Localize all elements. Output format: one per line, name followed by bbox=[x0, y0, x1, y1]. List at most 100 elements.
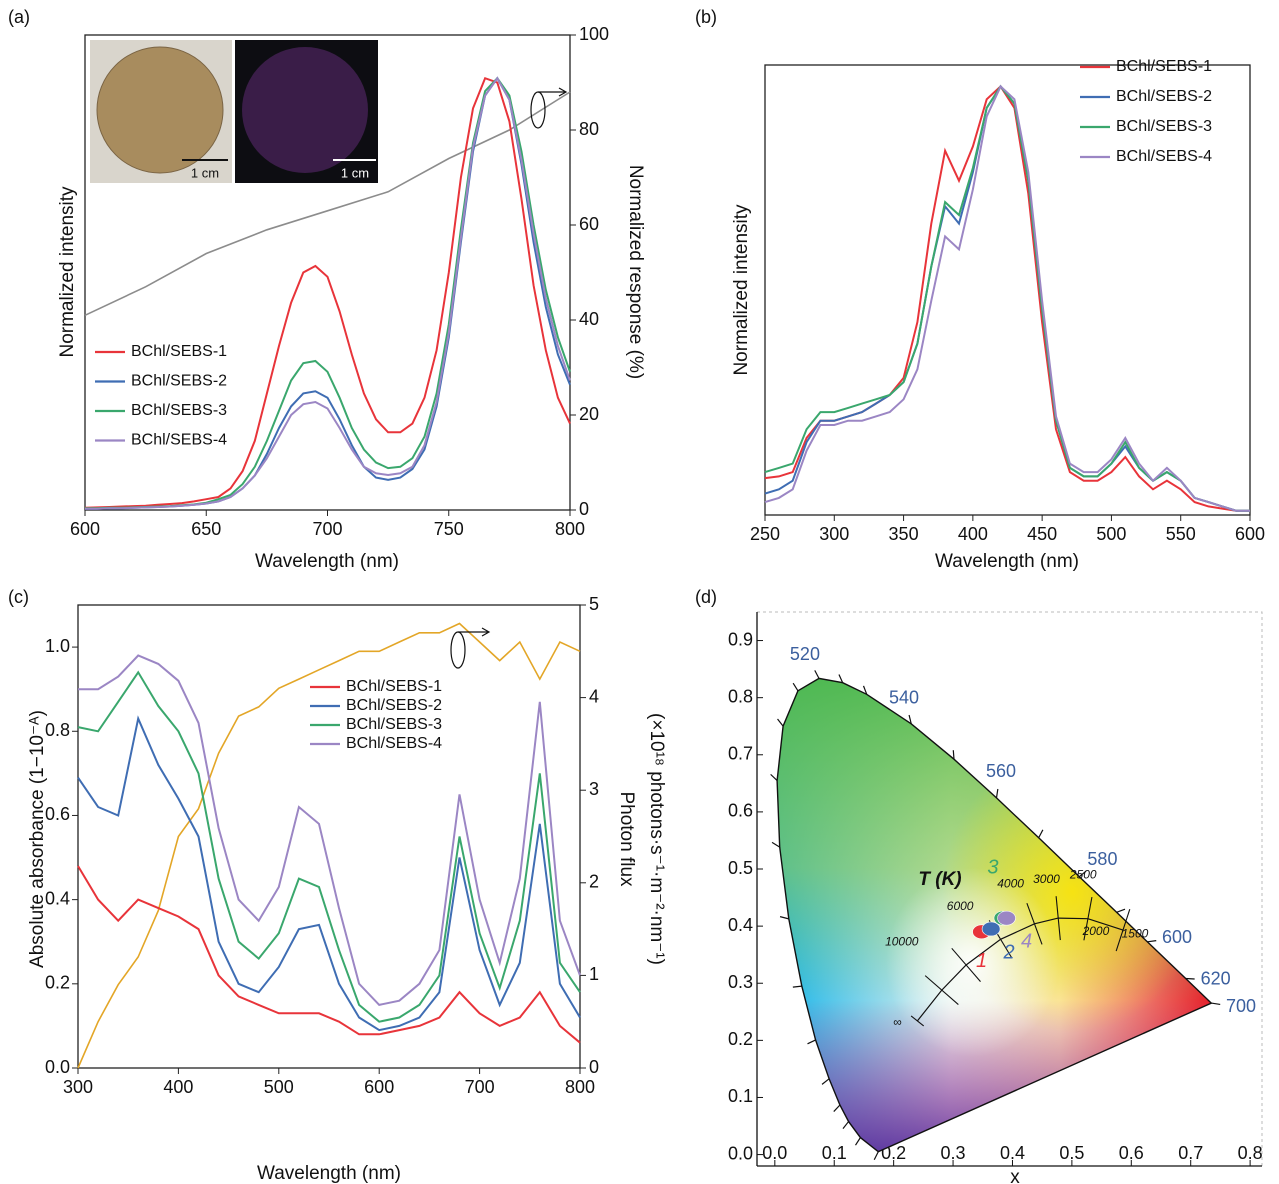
isotherm bbox=[1083, 896, 1093, 941]
x-tick-label: 0.0 bbox=[762, 1143, 787, 1163]
response-line bbox=[84, 91, 571, 317]
temperature-label: 1500 bbox=[1122, 926, 1149, 940]
wavelength-tick bbox=[854, 1137, 861, 1146]
y-tick-label: 0.7 bbox=[728, 744, 753, 764]
legend-label: BChl/SEBS-1 bbox=[346, 678, 442, 695]
wavelength-tick bbox=[779, 916, 789, 920]
x-tick-label: 0.4 bbox=[1000, 1143, 1025, 1163]
legend-label: BChl/SEBS-1 bbox=[131, 343, 227, 360]
legend-label: BChl/SEBS-4 bbox=[346, 735, 442, 752]
wavelength-tick bbox=[771, 841, 781, 848]
x-tick-label: 0.6 bbox=[1119, 1143, 1144, 1163]
x-axis-label: Wavelength (nm) bbox=[255, 551, 399, 572]
y-tick-label: 1.0 bbox=[45, 636, 70, 656]
x-tick-label: 600 bbox=[364, 1077, 394, 1097]
x-tick-label: 800 bbox=[555, 519, 585, 539]
planckian-title: T (K) bbox=[918, 869, 961, 890]
y-tick-label: 0.4 bbox=[45, 888, 70, 908]
y2-tick-label: 60 bbox=[579, 214, 599, 234]
scale-label: 1 cm bbox=[341, 165, 369, 180]
y-tick-label: 0.1 bbox=[728, 1086, 753, 1106]
wavelength-tick bbox=[777, 718, 784, 727]
series-line bbox=[77, 670, 581, 1023]
x-tick-label: 550 bbox=[1166, 524, 1196, 544]
x-tick-label: 350 bbox=[889, 524, 919, 544]
chromaticity-point bbox=[981, 921, 1001, 937]
temperature-label: 6000 bbox=[947, 899, 974, 913]
wavelength-tick bbox=[842, 1121, 850, 1130]
x-tick-label: 0.7 bbox=[1178, 1143, 1203, 1163]
x-tick-label: 300 bbox=[63, 1077, 93, 1097]
scale-label: 1 cm bbox=[191, 165, 219, 180]
isotherm bbox=[951, 947, 981, 982]
series-line bbox=[78, 654, 581, 1006]
y-tick-label: 0.3 bbox=[728, 972, 753, 992]
y2-axis-label: Normalized response (%) bbox=[625, 165, 646, 379]
y2-tick-label: 4 bbox=[589, 686, 599, 706]
wavelength-tick bbox=[807, 1039, 816, 1045]
temperature-label: 3000 bbox=[1033, 872, 1060, 886]
x-tick-label: 650 bbox=[191, 519, 221, 539]
chromaticity-point bbox=[997, 910, 1016, 926]
y2-tick-label: 5 bbox=[589, 594, 599, 614]
series-line bbox=[77, 715, 581, 1032]
isotherm bbox=[924, 975, 959, 1005]
x-axis-label: Wavelength (nm) bbox=[935, 551, 1079, 572]
photon-flux-line bbox=[77, 622, 581, 1069]
y-tick-label: 0.6 bbox=[45, 804, 70, 824]
y-axis-label: Absolute absorbance (1−10⁻ᴬ) bbox=[27, 710, 48, 968]
y2-tick-label: 2 bbox=[589, 872, 599, 892]
series-line bbox=[84, 76, 571, 509]
y2-tick-label: 80 bbox=[579, 119, 599, 139]
isotherm bbox=[1055, 896, 1061, 941]
temperature-label: 2500 bbox=[1069, 867, 1097, 881]
wavelength-tick bbox=[1078, 870, 1087, 878]
series-line bbox=[85, 76, 571, 510]
x-tick-label: 500 bbox=[264, 1077, 294, 1097]
panel-label: (b) bbox=[695, 7, 717, 27]
x-tick-label: 800 bbox=[565, 1077, 595, 1097]
x-tick-label: 0.3 bbox=[941, 1143, 966, 1163]
y-tick-label: 0.2 bbox=[728, 1029, 753, 1049]
x-tick-label: 600 bbox=[1235, 524, 1265, 544]
wavelength-tick bbox=[792, 682, 799, 692]
y-tick-label: 0.8 bbox=[728, 686, 753, 706]
wavelength-tick bbox=[838, 674, 844, 683]
wavelength-tick bbox=[770, 773, 778, 782]
y-tick-label: 0.2 bbox=[45, 973, 70, 993]
x-tick-label: 400 bbox=[163, 1077, 193, 1097]
legend-label: BChl/SEBS-3 bbox=[131, 402, 227, 419]
legend-label: BChl/SEBS-2 bbox=[346, 697, 442, 714]
isotherm bbox=[910, 1015, 925, 1027]
x-tick-label: 700 bbox=[312, 519, 342, 539]
y2-tick-label: 0 bbox=[589, 1057, 599, 1077]
x-tick-label: 250 bbox=[750, 524, 780, 544]
legend-label: BChl/SEBS-4 bbox=[131, 432, 227, 449]
y-tick-label: 0.0 bbox=[45, 1057, 70, 1077]
wavelength-label: 580 bbox=[1087, 849, 1117, 869]
x-axis-label: Wavelength (nm) bbox=[257, 1163, 401, 1184]
isotherm bbox=[1026, 902, 1043, 945]
y-axis-label: Normalized intensity bbox=[731, 204, 752, 376]
film-disc bbox=[96, 46, 224, 174]
wavelength-label: 620 bbox=[1201, 969, 1231, 989]
wavelength-tick bbox=[995, 788, 999, 798]
y2-tick-label: 100 bbox=[579, 24, 609, 44]
x-tick-label: 700 bbox=[465, 1077, 495, 1097]
wavelength-tick bbox=[1147, 940, 1157, 943]
film-disc-uv bbox=[242, 47, 368, 173]
wavelength-tick bbox=[908, 714, 912, 724]
x-axis-label: x bbox=[1010, 1167, 1020, 1184]
legend-label: BChl/SEBS-3 bbox=[1116, 118, 1212, 135]
temperature-label: 2000 bbox=[1082, 924, 1110, 938]
temperature-label: 10000 bbox=[885, 934, 919, 948]
wavelength-tick bbox=[1211, 1002, 1221, 1006]
y-tick-label: 0.5 bbox=[728, 858, 753, 878]
y2-tick-label: 1 bbox=[589, 964, 599, 984]
wavelength-label: 600 bbox=[1162, 927, 1192, 947]
wavelength-tick bbox=[833, 1104, 841, 1112]
point-label: 1 bbox=[976, 950, 987, 972]
wavelength-tick bbox=[792, 985, 802, 988]
